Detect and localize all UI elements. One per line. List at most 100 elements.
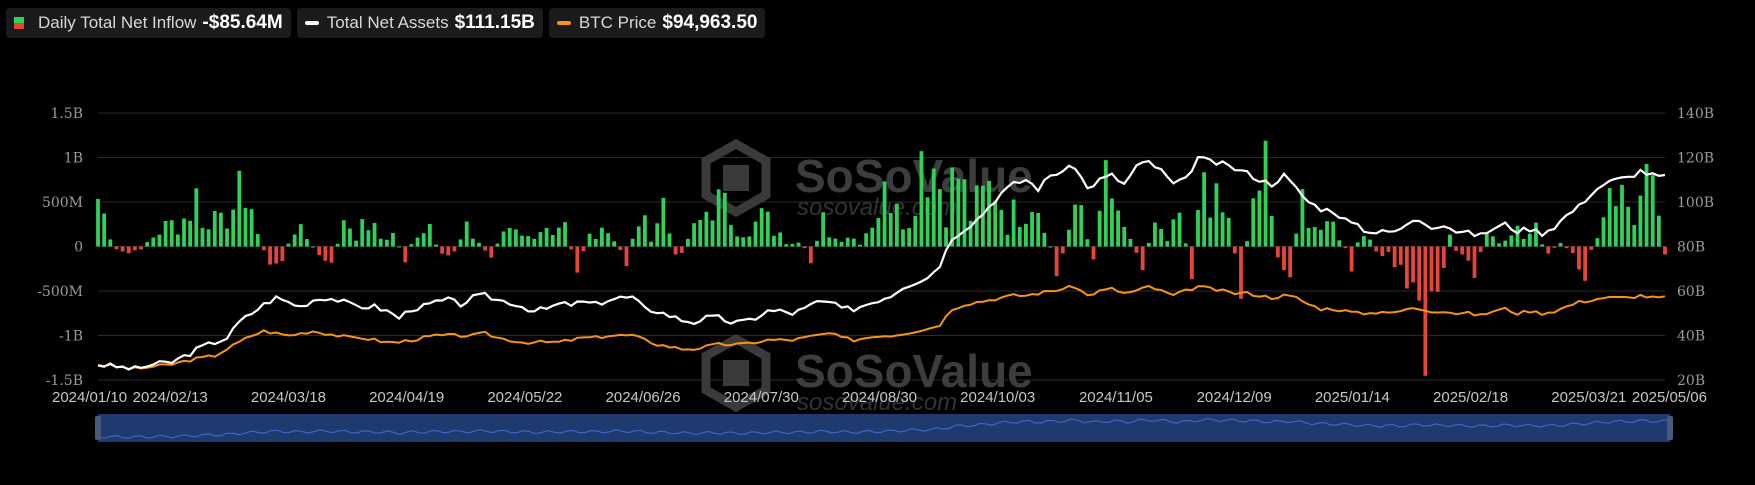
inflow-bar	[96, 199, 100, 247]
x-tick-label: 2024/01/10	[52, 389, 127, 406]
inflow-bar	[1202, 172, 1207, 247]
inflow-bar	[280, 246, 285, 262]
inflow-bar	[1656, 215, 1661, 247]
inflow-bar	[630, 238, 635, 247]
inflow-bar	[366, 230, 371, 247]
inflow-bar	[981, 185, 985, 247]
inflow-bar	[1589, 246, 1594, 250]
inflow-bar	[1509, 235, 1514, 247]
inflow-bar	[452, 246, 457, 252]
inflow-bar	[692, 223, 696, 247]
inflow-bar	[1011, 199, 1016, 247]
inflow-bar	[1540, 244, 1544, 247]
inflow-bar	[1595, 238, 1600, 247]
inflow-bar	[1312, 227, 1317, 247]
legend-inflow[interactable]: Daily Total Net Inflow -$85.64M	[6, 8, 291, 38]
inflow-bar	[593, 238, 598, 247]
inflow-bar	[145, 242, 150, 247]
inflow-bar	[1030, 211, 1034, 247]
inflow-bar	[710, 220, 715, 247]
right-tick-label: 100B	[1677, 195, 1714, 211]
inflow-bar	[802, 246, 807, 249]
inflow-bar	[796, 242, 801, 247]
legend: Daily Total Net Inflow -$85.64M Total Ne…	[6, 8, 766, 38]
legend-btc[interactable]: BTC Price $94,963.50	[548, 8, 766, 38]
watermark-brand: SoSoValue	[795, 150, 1033, 202]
navigator-left-handle[interactable]	[95, 416, 101, 440]
inflow-bar	[937, 189, 942, 247]
inflow-bar	[1122, 227, 1127, 247]
inflow-bar	[1048, 246, 1053, 248]
inflow-bar	[1337, 240, 1342, 247]
inflow-bar	[1411, 246, 1415, 283]
btc-swatch-icon	[556, 21, 571, 25]
inflow-bar	[1472, 246, 1477, 278]
inflow-bar	[704, 211, 709, 247]
inflow-bar	[1318, 229, 1323, 247]
inflow-bar	[1300, 189, 1305, 247]
inflow-bar	[1306, 228, 1311, 247]
inflow-bar	[600, 227, 604, 247]
left-tick-label: 0	[74, 240, 83, 256]
legend-inflow-label: Daily Total Net Inflow	[38, 13, 197, 32]
inflow-bar	[544, 227, 549, 247]
inflow-bar	[722, 193, 727, 247]
inflow-bar	[108, 239, 113, 247]
inflow-bar	[925, 197, 930, 247]
inflow-bar	[956, 178, 961, 247]
inflow-bar	[520, 235, 524, 247]
inflow-bar	[1441, 246, 1446, 269]
inflow-bar	[1583, 246, 1588, 281]
inflow-bar	[944, 227, 948, 247]
inflow-bar	[636, 226, 641, 247]
inflow-bar	[1368, 239, 1372, 247]
inflow-bar	[1503, 240, 1508, 247]
inflow-bar	[477, 242, 481, 247]
inflow-bar	[833, 238, 838, 247]
x-tick-label: 2024/02/13	[133, 389, 208, 406]
inflow-bar	[182, 218, 186, 247]
inflow-bar	[1017, 226, 1022, 247]
navigator-track[interactable]	[98, 414, 1670, 442]
inflow-bar	[348, 228, 352, 247]
inflow-bar	[1632, 225, 1637, 247]
inflow-bar	[1466, 246, 1471, 261]
inflow-bar	[311, 246, 315, 248]
inflow-bar	[489, 246, 494, 258]
legend-btc-value: $94,963.50	[662, 12, 758, 33]
inflow-bar	[1644, 163, 1649, 247]
inflow-bar	[1110, 198, 1114, 247]
inflow-bar	[354, 240, 358, 247]
inflow-bar	[1116, 210, 1120, 247]
inflow-bar	[378, 238, 383, 247]
inflow-bar	[747, 236, 752, 247]
x-tick-label: 2024/03/18	[251, 389, 326, 406]
inflow-bar	[667, 233, 672, 247]
inflow-bar	[778, 232, 783, 247]
inflow-bar	[1097, 210, 1102, 247]
inflow-bar	[1429, 246, 1434, 292]
inflow-bar	[237, 170, 242, 247]
inflow-bar	[1398, 246, 1403, 265]
inflow-bar	[1196, 209, 1200, 247]
inflow-bar	[1626, 206, 1631, 247]
x-tick-label: 2024/04/19	[369, 389, 444, 406]
inflow-bar	[446, 246, 451, 256]
inflow-bar	[987, 180, 991, 247]
inflow-bar	[206, 229, 211, 247]
inflow-bar	[440, 246, 445, 254]
inflow-bar	[1245, 241, 1250, 247]
inflow-bar	[397, 246, 402, 248]
navigator-right-handle[interactable]	[1667, 416, 1673, 440]
legend-assets[interactable]: Total Net Assets $111.15B	[296, 8, 543, 38]
inflow-bar	[1601, 217, 1606, 247]
inflow-bar	[391, 232, 395, 247]
x-tick-label: 2025/02/18	[1433, 389, 1508, 406]
inflow-bar	[1103, 160, 1108, 247]
inflow-bar	[1527, 233, 1532, 247]
inflow-bar	[1546, 246, 1551, 254]
legend-assets-label: Total Net Assets	[326, 13, 449, 32]
inflow-bar	[1325, 221, 1329, 247]
inflow-bar	[268, 246, 272, 265]
inflow-bar	[1638, 195, 1643, 247]
